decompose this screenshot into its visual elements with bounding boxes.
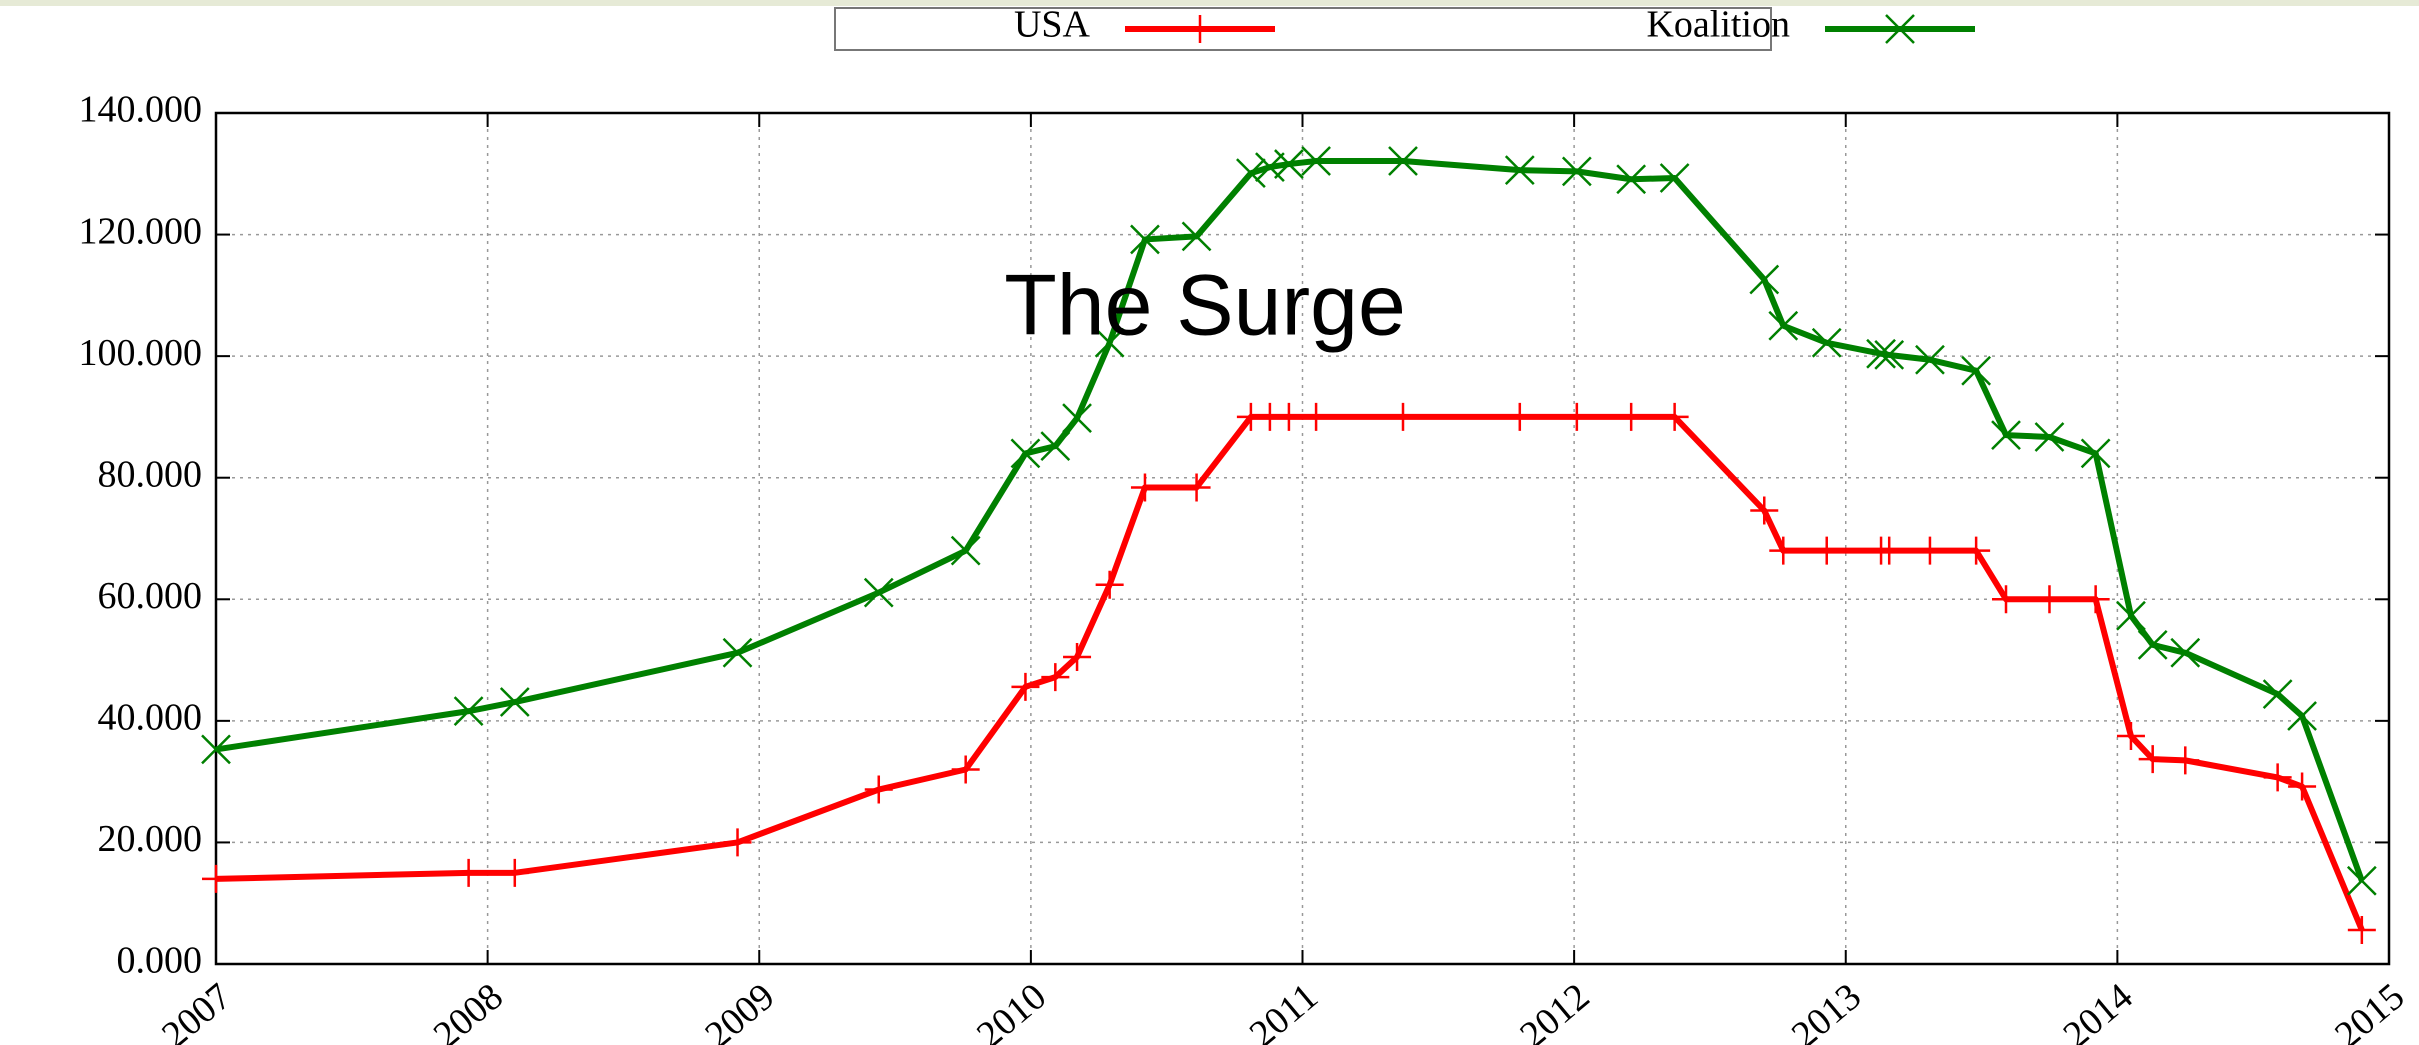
y-tick-label: 140.000: [79, 89, 203, 131]
point-marker: [1875, 536, 1904, 565]
x-tick-label: 2013: [1784, 975, 1869, 1045]
point-marker: [1182, 473, 1211, 502]
point-marker: [2116, 722, 2145, 751]
point-marker: [1811, 327, 1842, 358]
point-marker: [1659, 163, 1690, 193]
series-line: [215, 413, 2365, 932]
point-marker: [2288, 772, 2317, 801]
point-marker: [1255, 152, 1285, 182]
point-marker: [2138, 745, 2167, 774]
x-tick-label: 2007: [154, 975, 239, 1045]
point-marker: [1866, 338, 1896, 369]
point-marker: [1095, 570, 1124, 599]
point-marker: [2170, 637, 2201, 668]
point-marker: [1660, 402, 1689, 431]
point-marker: [2034, 422, 2065, 452]
point-marker: [2346, 865, 2377, 896]
point-marker: [499, 687, 530, 717]
point-marker: [863, 577, 894, 608]
point-marker: [500, 858, 529, 887]
point-marker: [1505, 402, 1534, 431]
point-marker: [2171, 746, 2200, 775]
x-tick-label: 2008: [426, 975, 511, 1045]
point-marker: [1236, 158, 1266, 189]
point-marker: [1991, 420, 2021, 451]
point-marker: [1011, 672, 1040, 701]
annotation: The Surge: [1004, 258, 1406, 354]
point-marker: [1750, 496, 1779, 525]
point-marker: [1041, 663, 1070, 692]
point-marker: [722, 637, 753, 668]
point-marker: [1962, 536, 1991, 565]
point-marker: [1130, 473, 1159, 502]
point-marker: [2262, 679, 2293, 709]
point-marker: [1274, 402, 1303, 431]
y-tick-label: 60.000: [98, 575, 203, 617]
point-marker: [723, 828, 752, 857]
point-marker: [2116, 600, 2146, 631]
legend-box: [834, 7, 1772, 51]
x-tick-label: 2010: [969, 975, 1054, 1045]
legend-label: Koalition: [1646, 4, 1790, 46]
point-marker: [1768, 310, 1799, 341]
point-marker: [2035, 585, 2064, 614]
point-marker: [1130, 224, 1160, 255]
point-marker: [201, 734, 231, 765]
point-marker: [1094, 327, 1125, 358]
y-tick-label: 40.000: [98, 697, 203, 739]
point-marker: [1504, 155, 1535, 186]
point-marker: [1040, 431, 1071, 461]
point-marker: [1812, 536, 1841, 565]
x-tick-label: 2011: [1242, 975, 1326, 1045]
point-marker: [1301, 146, 1331, 176]
point-marker: [2137, 629, 2168, 660]
point-marker: [1749, 264, 1780, 295]
point-marker: [2347, 915, 2376, 944]
point-marker: [1617, 402, 1646, 431]
y-tick-label: 120.000: [79, 210, 203, 252]
point-marker: [864, 775, 893, 804]
point-marker: [2263, 763, 2292, 792]
point-marker: [1010, 438, 1041, 469]
point-marker: [1992, 585, 2021, 614]
point-marker: [1274, 149, 1304, 179]
point-marker: [2080, 438, 2111, 469]
legend-marker: [1186, 15, 1214, 43]
y-tick-label: 100.000: [79, 332, 203, 374]
x-tick-label: 2014: [2056, 975, 2141, 1045]
legend-marker: [1885, 14, 1915, 44]
point-marker: [454, 858, 483, 887]
point-marker: [2287, 701, 2317, 731]
point-marker: [1769, 536, 1798, 565]
point-marker: [1616, 164, 1647, 195]
point-marker: [1181, 221, 1212, 252]
x-tick-label: 2012: [1512, 975, 1597, 1045]
point-marker: [1062, 403, 1092, 434]
point-marker: [202, 864, 230, 893]
point-marker: [1388, 146, 1418, 176]
x-tick-label: 2015: [2327, 975, 2412, 1045]
point-marker: [1302, 402, 1331, 431]
point-marker: [1561, 156, 1592, 187]
top-strip: [0, 0, 2419, 6]
y-tick-label: 80.000: [98, 453, 203, 495]
point-marker: [1063, 643, 1092, 672]
legend-label: USA: [1014, 4, 1091, 46]
point-marker: [951, 755, 980, 784]
point-marker: [1562, 402, 1591, 431]
point-marker: [1915, 344, 1945, 375]
plot-frame: [214, 111, 2391, 966]
point-marker: [453, 696, 484, 727]
point-marker: [1961, 355, 1992, 386]
point-marker: [2081, 585, 2110, 614]
y-tick-label: 0.000: [117, 940, 203, 982]
y-tick-label: 20.000: [98, 818, 203, 860]
point-marker: [1389, 402, 1417, 431]
point-marker: [1874, 340, 1905, 370]
point-marker: [1915, 536, 1944, 565]
point-marker: [950, 535, 981, 566]
x-tick-label: 2009: [697, 975, 782, 1045]
